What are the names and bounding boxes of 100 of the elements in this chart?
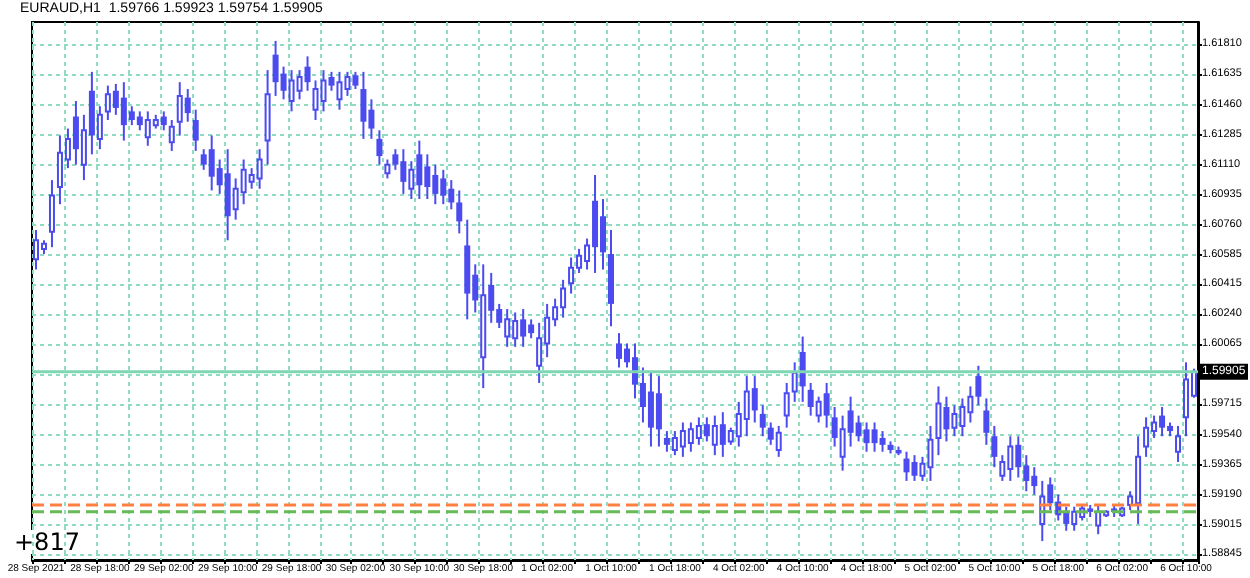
- candlestick: [528, 318, 535, 340]
- candlestick: [136, 110, 143, 132]
- candlestick: [48, 179, 55, 249]
- candlestick: [544, 302, 551, 359]
- candlestick: [911, 454, 918, 482]
- candlestick: [679, 421, 686, 458]
- annotation: +817: [14, 528, 80, 556]
- candlestick: [1183, 361, 1190, 438]
- candlestick: [1095, 504, 1102, 536]
- candlestick: [448, 179, 455, 211]
- candlestick: [655, 375, 662, 448]
- candlestick: [719, 411, 726, 458]
- candlestick: [56, 134, 63, 206]
- candlestick: [536, 321, 543, 384]
- candlestick: [983, 397, 990, 446]
- candlestick: [248, 167, 255, 190]
- candlestick: [879, 430, 886, 453]
- candlestick: [1071, 505, 1078, 532]
- candlestick: [504, 308, 511, 348]
- candlestick: [839, 414, 846, 472]
- candlestick: [192, 108, 199, 152]
- candlestick: [592, 173, 599, 274]
- candlestick: [120, 81, 127, 142]
- candlestick: [384, 158, 391, 180]
- candlestick: [783, 381, 790, 429]
- candlestick: [456, 189, 463, 235]
- candlestick: [703, 416, 710, 443]
- candlestick: [104, 84, 111, 121]
- candlestick: [432, 163, 439, 206]
- candlestick: [568, 256, 575, 295]
- candlestick: [224, 148, 231, 242]
- candlestick: [1015, 435, 1022, 479]
- candlestick: [1143, 416, 1150, 458]
- candlestick: [176, 81, 183, 137]
- candlestick: [823, 381, 830, 429]
- candlestick: [320, 69, 327, 113]
- candlestick: [32, 228, 39, 271]
- candlestick: [631, 342, 638, 400]
- candlestick: [615, 332, 622, 369]
- candlestick: [416, 139, 423, 201]
- candlestick: [855, 414, 862, 443]
- candlestick: [520, 308, 527, 348]
- candlestick: [991, 424, 998, 469]
- candlestick: [72, 100, 79, 166]
- candlestick: [160, 110, 167, 132]
- candlestick: [296, 69, 303, 101]
- candlestick: [903, 450, 910, 482]
- candlestick: [288, 69, 295, 113]
- candlestick: [695, 416, 702, 446]
- candlestick: [975, 364, 982, 407]
- candlestick: [743, 375, 750, 438]
- candlestick: [208, 134, 215, 192]
- candlestick: [999, 454, 1006, 482]
- candlestick: [959, 397, 966, 438]
- candlestick: [264, 69, 271, 166]
- candlestick: [1063, 505, 1070, 532]
- candlestick: [1007, 435, 1014, 482]
- candlestick: [336, 70, 343, 111]
- candlestick: [663, 430, 670, 453]
- candlestick: [344, 70, 351, 97]
- candlestick: [935, 385, 942, 457]
- candlestick: [775, 424, 782, 458]
- candlestick: [1135, 435, 1142, 525]
- candlestick: [807, 381, 814, 417]
- candlestick: [304, 55, 311, 92]
- candlestick: [240, 158, 247, 206]
- candlestick: [687, 421, 694, 453]
- candlestick: [424, 153, 431, 201]
- candlestick: [232, 177, 239, 221]
- candlestick: [272, 39, 279, 97]
- candlestick: [512, 311, 519, 348]
- candlestick: [200, 148, 207, 171]
- candlestick: [671, 430, 678, 457]
- candlestick: [144, 110, 151, 147]
- candlestick: [943, 395, 950, 443]
- candlestick: [184, 88, 191, 123]
- candlestick: [711, 414, 718, 457]
- candlestick: [168, 118, 175, 152]
- candlestick: [312, 79, 319, 121]
- candlestick: [751, 375, 758, 424]
- candlestick: [799, 335, 806, 403]
- candlestick: [1175, 424, 1182, 464]
- candlestick: [408, 160, 415, 201]
- candlestick: [128, 105, 135, 127]
- candlestick: [927, 424, 934, 482]
- candlestick: [360, 70, 367, 140]
- candlestick: [1031, 466, 1038, 496]
- candlestick: [440, 168, 447, 206]
- candlestick: [600, 198, 607, 271]
- candlestick: [815, 395, 822, 424]
- candlestick: [951, 404, 958, 438]
- candlestick: [863, 421, 870, 453]
- candlestick: [871, 421, 878, 453]
- candlestick: [560, 278, 567, 319]
- candlestick: [647, 371, 654, 448]
- candlestick: [759, 404, 766, 438]
- candlestick: [1159, 406, 1166, 438]
- candlestick: [256, 148, 263, 190]
- candlestick: [376, 129, 383, 166]
- candlestick: [400, 148, 407, 195]
